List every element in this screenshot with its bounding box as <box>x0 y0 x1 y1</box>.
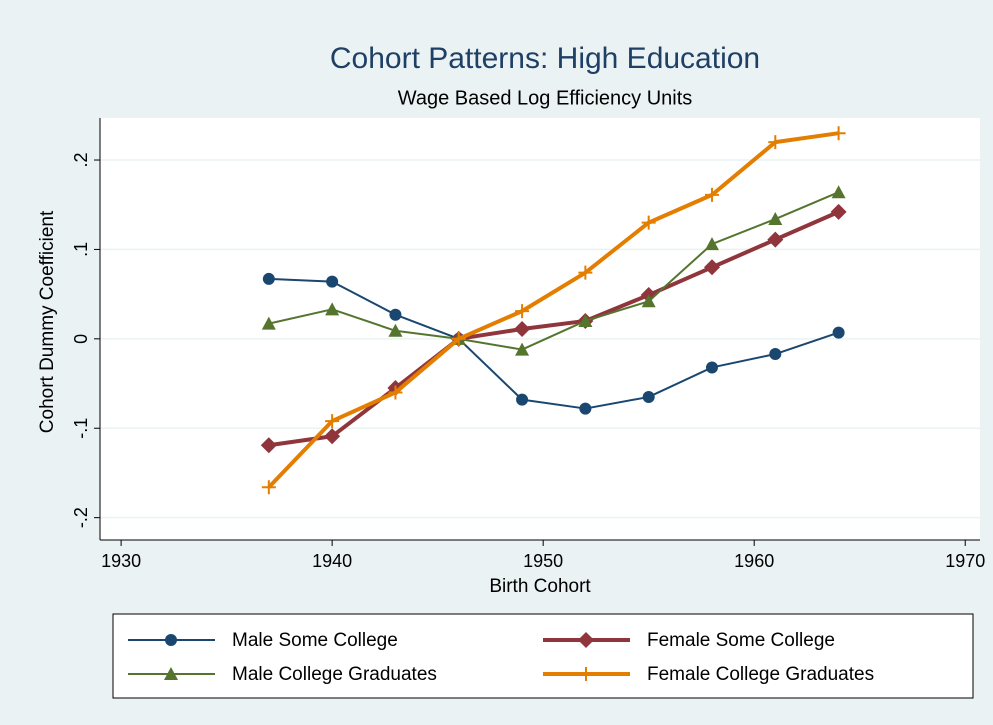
marker <box>704 187 719 202</box>
x-axis-title: Birth Cohort <box>489 576 591 597</box>
marker <box>768 212 783 226</box>
marker <box>769 348 782 361</box>
marker <box>704 237 719 251</box>
legend-label: Female Some College <box>647 630 835 651</box>
y-tick-label: -.2 <box>71 507 91 528</box>
marker <box>515 342 530 356</box>
chart-title: Cohort Patterns: High Education <box>330 42 760 75</box>
marker <box>516 393 529 406</box>
chart-subtitle: Wage Based Log Efficiency Units <box>398 87 693 109</box>
marker <box>832 326 845 339</box>
legend-marker <box>578 632 594 648</box>
marker <box>388 323 403 337</box>
marker <box>515 304 530 319</box>
legend-label: Female College Graduates <box>647 664 874 685</box>
marker <box>325 302 340 316</box>
marker <box>389 308 402 321</box>
marker <box>262 272 275 285</box>
marker <box>388 385 403 400</box>
marker <box>578 313 593 327</box>
marker <box>830 203 847 220</box>
y-tick-label: .1 <box>71 242 91 257</box>
x-tick-label: 1940 <box>312 551 352 571</box>
series-line <box>268 277 839 410</box>
marker <box>705 361 718 374</box>
series-line <box>268 210 840 448</box>
legend-box <box>112 613 974 699</box>
y-tick-label: 0 <box>71 334 91 344</box>
marker <box>325 414 340 429</box>
legend-marker <box>165 634 177 646</box>
x-tick-label: 1930 <box>101 551 141 571</box>
y-tick-label: -.1 <box>71 418 91 439</box>
marker <box>514 321 531 337</box>
x-tick-label: 1960 <box>734 551 774 571</box>
x-tick-label: 1950 <box>523 551 563 571</box>
marker <box>767 231 784 248</box>
marker <box>831 126 846 141</box>
marker <box>642 390 655 403</box>
series-line <box>268 191 839 351</box>
y-axis-title: Cohort Dummy Coefficient <box>37 210 58 433</box>
plot-area <box>100 118 980 540</box>
legend-label: Male Some College <box>232 630 398 651</box>
marker <box>641 215 656 230</box>
marker <box>578 265 593 280</box>
marker <box>260 437 277 454</box>
marker <box>768 135 783 150</box>
marker <box>261 480 276 495</box>
legend-label: Male College Graduates <box>232 664 437 685</box>
y-tick-label: .2 <box>71 153 91 168</box>
marker <box>579 402 592 415</box>
marker <box>324 428 341 445</box>
marker <box>641 294 656 308</box>
marker <box>831 185 846 199</box>
x-tick-label: 1970 <box>945 551 985 571</box>
legend-marker <box>579 667 593 681</box>
marker <box>451 331 466 346</box>
marker <box>261 316 276 330</box>
legend-marker <box>164 667 178 680</box>
marker <box>703 259 720 276</box>
marker <box>326 275 339 288</box>
series-line <box>267 131 839 489</box>
